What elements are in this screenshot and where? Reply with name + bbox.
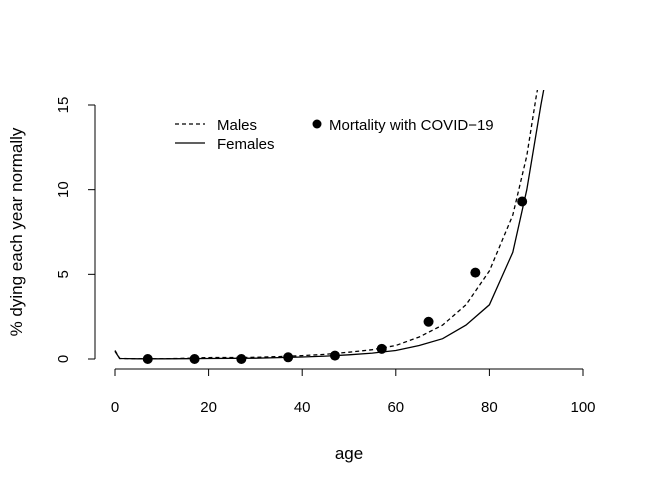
y-tick-label: 15 bbox=[55, 97, 72, 114]
axes: 0 20 40 60 80 100 0 5 10 15 bbox=[55, 97, 596, 416]
legend-covid-label: Mortality with COVID−19 bbox=[329, 117, 494, 134]
legend-covid-swatch bbox=[312, 119, 322, 129]
y-tick-label: 10 bbox=[55, 181, 72, 198]
legend-males-label: Males bbox=[217, 117, 257, 134]
legend-females-label: Females bbox=[217, 136, 275, 153]
x-tick-label: 100 bbox=[570, 399, 595, 416]
covid-point bbox=[470, 267, 481, 278]
x-axis-label: age bbox=[335, 444, 363, 463]
x-tick-label: 20 bbox=[200, 399, 217, 416]
x-tick-label: 60 bbox=[387, 399, 404, 416]
series-points bbox=[142, 196, 528, 364]
legend: Males Females Mortality with COVID−19 bbox=[175, 117, 494, 153]
covid-point bbox=[423, 316, 434, 327]
covid-point bbox=[189, 354, 200, 364]
y-tick-label: 0 bbox=[55, 355, 72, 363]
x-tick-label: 0 bbox=[111, 399, 119, 416]
covid-point bbox=[283, 352, 294, 363]
x-tick-label: 40 bbox=[294, 399, 311, 416]
covid-point bbox=[517, 196, 528, 207]
x-tick-label: 80 bbox=[481, 399, 498, 416]
covid-point bbox=[142, 354, 153, 364]
covid-point bbox=[376, 343, 387, 354]
covid-point bbox=[329, 350, 340, 361]
covid-point bbox=[236, 354, 247, 364]
series-lines bbox=[114, 90, 545, 360]
y-axis-label: % dying each year normally bbox=[7, 127, 26, 336]
y-tick-label: 5 bbox=[55, 270, 72, 278]
